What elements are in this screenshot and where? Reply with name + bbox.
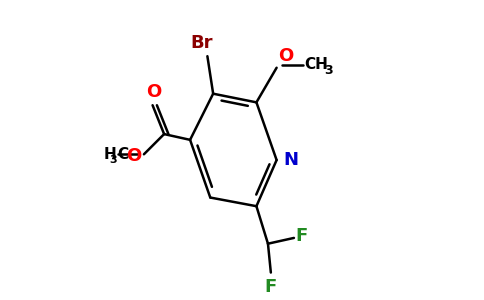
- Text: 3: 3: [109, 155, 117, 165]
- Text: F: F: [295, 227, 308, 245]
- Text: C: C: [117, 147, 128, 162]
- Text: F: F: [265, 278, 277, 296]
- Text: Br: Br: [190, 34, 213, 52]
- Text: 3: 3: [324, 64, 333, 76]
- Text: O: O: [126, 147, 141, 165]
- Text: N: N: [284, 151, 299, 169]
- Text: H: H: [104, 147, 117, 162]
- Text: CH: CH: [304, 57, 328, 72]
- Text: O: O: [146, 83, 162, 101]
- Text: O: O: [278, 47, 293, 65]
